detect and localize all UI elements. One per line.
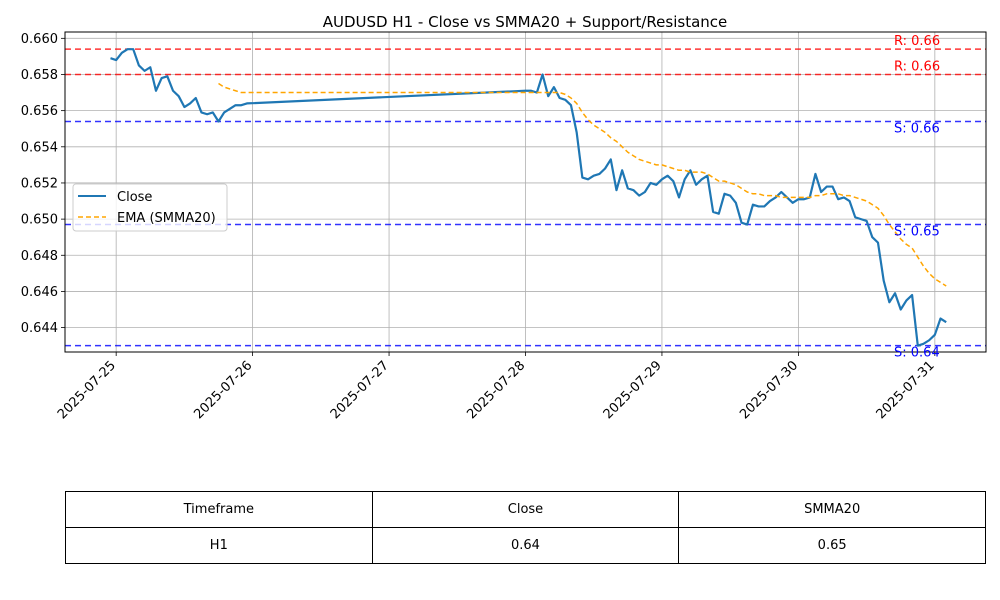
x-axis: 2025-07-25 2025-07-26 2025-07-27 2025-07-28…	[55, 352, 938, 422]
smma20-line	[218, 82, 947, 287]
table-header-cell: Close	[371, 491, 680, 528]
legend-label-close: Close	[117, 190, 152, 205]
y-tick-label: 0.658	[21, 68, 58, 83]
x-tick-label: 2025-07-29	[601, 358, 665, 422]
table-cell: H1	[65, 527, 373, 564]
x-tick-label: 2025-07-27	[328, 358, 392, 422]
x-tick-label: 2025-07-30	[737, 358, 801, 422]
table-header-cell: Timeframe	[65, 491, 373, 528]
support-label: S: 0.64	[894, 346, 940, 361]
legend: Close EMA (SMMA20)	[72, 183, 228, 232]
x-tick-label: 2025-07-31	[874, 358, 938, 422]
level-labels: R: 0.66 R: 0.66 S: 0.66 S: 0.65 S: 0.64	[894, 34, 940, 360]
table-row: H1 0.64 0.65	[65, 527, 986, 564]
y-tick-label: 0.648	[21, 249, 58, 264]
y-axis: 0.644 0.646 0.648 0.650 0.652 0.654 0.656 0.658…	[21, 32, 65, 336]
table-header-cell: SMMA20	[678, 491, 986, 528]
support-label: S: 0.66	[894, 121, 940, 136]
table-cell: 0.65	[678, 527, 986, 564]
close-line	[110, 48, 947, 347]
x-tick-label: 2025-07-28	[464, 358, 528, 422]
resistance-label: R: 0.66	[894, 34, 940, 49]
y-tick-label: 0.654	[21, 140, 58, 155]
table-cell: 0.64	[371, 527, 680, 564]
resistance-label: R: 0.66	[894, 59, 940, 74]
legend-label-smma: EMA (SMMA20)	[117, 211, 216, 226]
chart: AUDUSD H1 - Close vs SMMA20 + Support/Re…	[21, 13, 987, 422]
chart-title: AUDUSD H1 - Close vs SMMA20 + Support/Re…	[323, 13, 728, 31]
support-label: S: 0.65	[894, 225, 940, 240]
y-tick-label: 0.646	[21, 285, 58, 300]
x-tick-label: 2025-07-26	[191, 358, 255, 422]
table-header-row: Timeframe Close SMMA20	[65, 491, 986, 528]
summary-table: Timeframe Close SMMA20 H1 0.64 0.65	[65, 491, 986, 564]
legend-box	[72, 183, 228, 232]
x-tick-label: 2025-07-25	[55, 358, 119, 422]
y-tick-label: 0.650	[21, 213, 58, 228]
series-layer	[110, 48, 947, 347]
y-tick-label: 0.644	[21, 321, 58, 336]
y-tick-label: 0.656	[21, 104, 58, 119]
y-tick-label: 0.660	[21, 32, 58, 47]
y-tick-label: 0.652	[21, 176, 58, 191]
